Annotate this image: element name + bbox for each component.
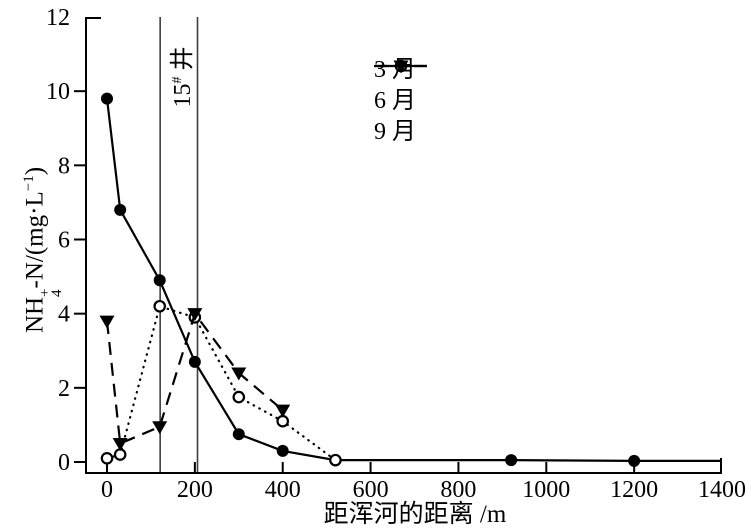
x-tick-label-400: 400 bbox=[265, 477, 301, 503]
x-tick-label-600: 600 bbox=[353, 477, 389, 503]
series-0-marker-3 bbox=[188, 355, 201, 368]
y-tick-label-10: 10 bbox=[46, 79, 70, 105]
legend-label-june: 6 月 bbox=[374, 87, 416, 114]
series-1-marker-0 bbox=[100, 451, 114, 465]
x-tick-label-800: 800 bbox=[440, 477, 476, 503]
y-title-mid: -N/(mg·L bbox=[21, 191, 49, 289]
y-title-end: ) bbox=[21, 166, 49, 176]
series-0-line bbox=[105, 98, 722, 462]
series-0-marker-7 bbox=[505, 454, 518, 467]
series-0-marker-1 bbox=[114, 203, 127, 216]
well-annotation-label: 15# 井 bbox=[162, 17, 196, 137]
series-1-marker-4 bbox=[232, 390, 246, 404]
x-tick-label-1000: 1000 bbox=[522, 477, 570, 503]
legend-item-september: 9 月 bbox=[374, 60, 427, 145]
y-tick-label-8: 8 bbox=[58, 153, 70, 179]
y-tick-label-12: 12 bbox=[46, 5, 70, 31]
legend-label-september: 9 月 bbox=[374, 118, 416, 145]
well-label-text: 井 bbox=[170, 46, 196, 77]
y-tick-label-2: 2 bbox=[58, 376, 70, 402]
legend: 3 月 6 月 9 月 bbox=[374, 51, 428, 145]
series-2-marker-3 bbox=[187, 308, 203, 322]
well-label-hash: # bbox=[170, 76, 185, 84]
x-tick-label-0: 0 bbox=[101, 477, 113, 503]
x-tick-label-1200: 1200 bbox=[610, 477, 658, 503]
axes bbox=[85, 17, 722, 474]
series-2-marker-1 bbox=[112, 437, 128, 451]
legend-marker-filled-triangle bbox=[393, 60, 409, 74]
series-0-marker-2 bbox=[153, 274, 166, 287]
x-tick-label-200: 200 bbox=[177, 477, 213, 503]
series-2-marker-2 bbox=[152, 421, 168, 435]
y-tick-label-0: 0 bbox=[58, 450, 70, 476]
series-1-line bbox=[105, 304, 337, 462]
legend-sample-dashed-triangle-icon bbox=[375, 60, 427, 74]
y-tick-label-6: 6 bbox=[58, 228, 70, 254]
x-axis-title: 距浑河的距离 /m bbox=[323, 501, 507, 528]
series-2-marker-0 bbox=[99, 315, 115, 329]
series-1-marker-6 bbox=[329, 453, 342, 467]
y-title-exponent: −1 bbox=[21, 175, 37, 192]
series-0-marker-8 bbox=[628, 454, 641, 467]
series-2-line bbox=[105, 311, 284, 446]
series-2-marker-4 bbox=[231, 367, 247, 381]
well-label-number: 15 bbox=[170, 83, 196, 108]
y-title-sub: 4 bbox=[49, 289, 66, 297]
y-title-base: NH bbox=[21, 296, 49, 334]
y-tick-label-4: 4 bbox=[58, 302, 70, 328]
series-1-marker-2 bbox=[153, 299, 167, 313]
series-0-marker-4 bbox=[232, 428, 245, 441]
y-axis-title: NH +4 -N/(mg·L−1) bbox=[21, 100, 65, 400]
series-2-marker-5 bbox=[275, 404, 291, 418]
series-0-marker-0 bbox=[101, 92, 113, 105]
y-title-sub-sup-stack: +4 bbox=[37, 288, 66, 297]
series-0-marker-5 bbox=[276, 444, 289, 457]
x-tick-label-1400: 1400 bbox=[698, 477, 746, 503]
legend-item-june: 6 月 bbox=[374, 59, 428, 114]
